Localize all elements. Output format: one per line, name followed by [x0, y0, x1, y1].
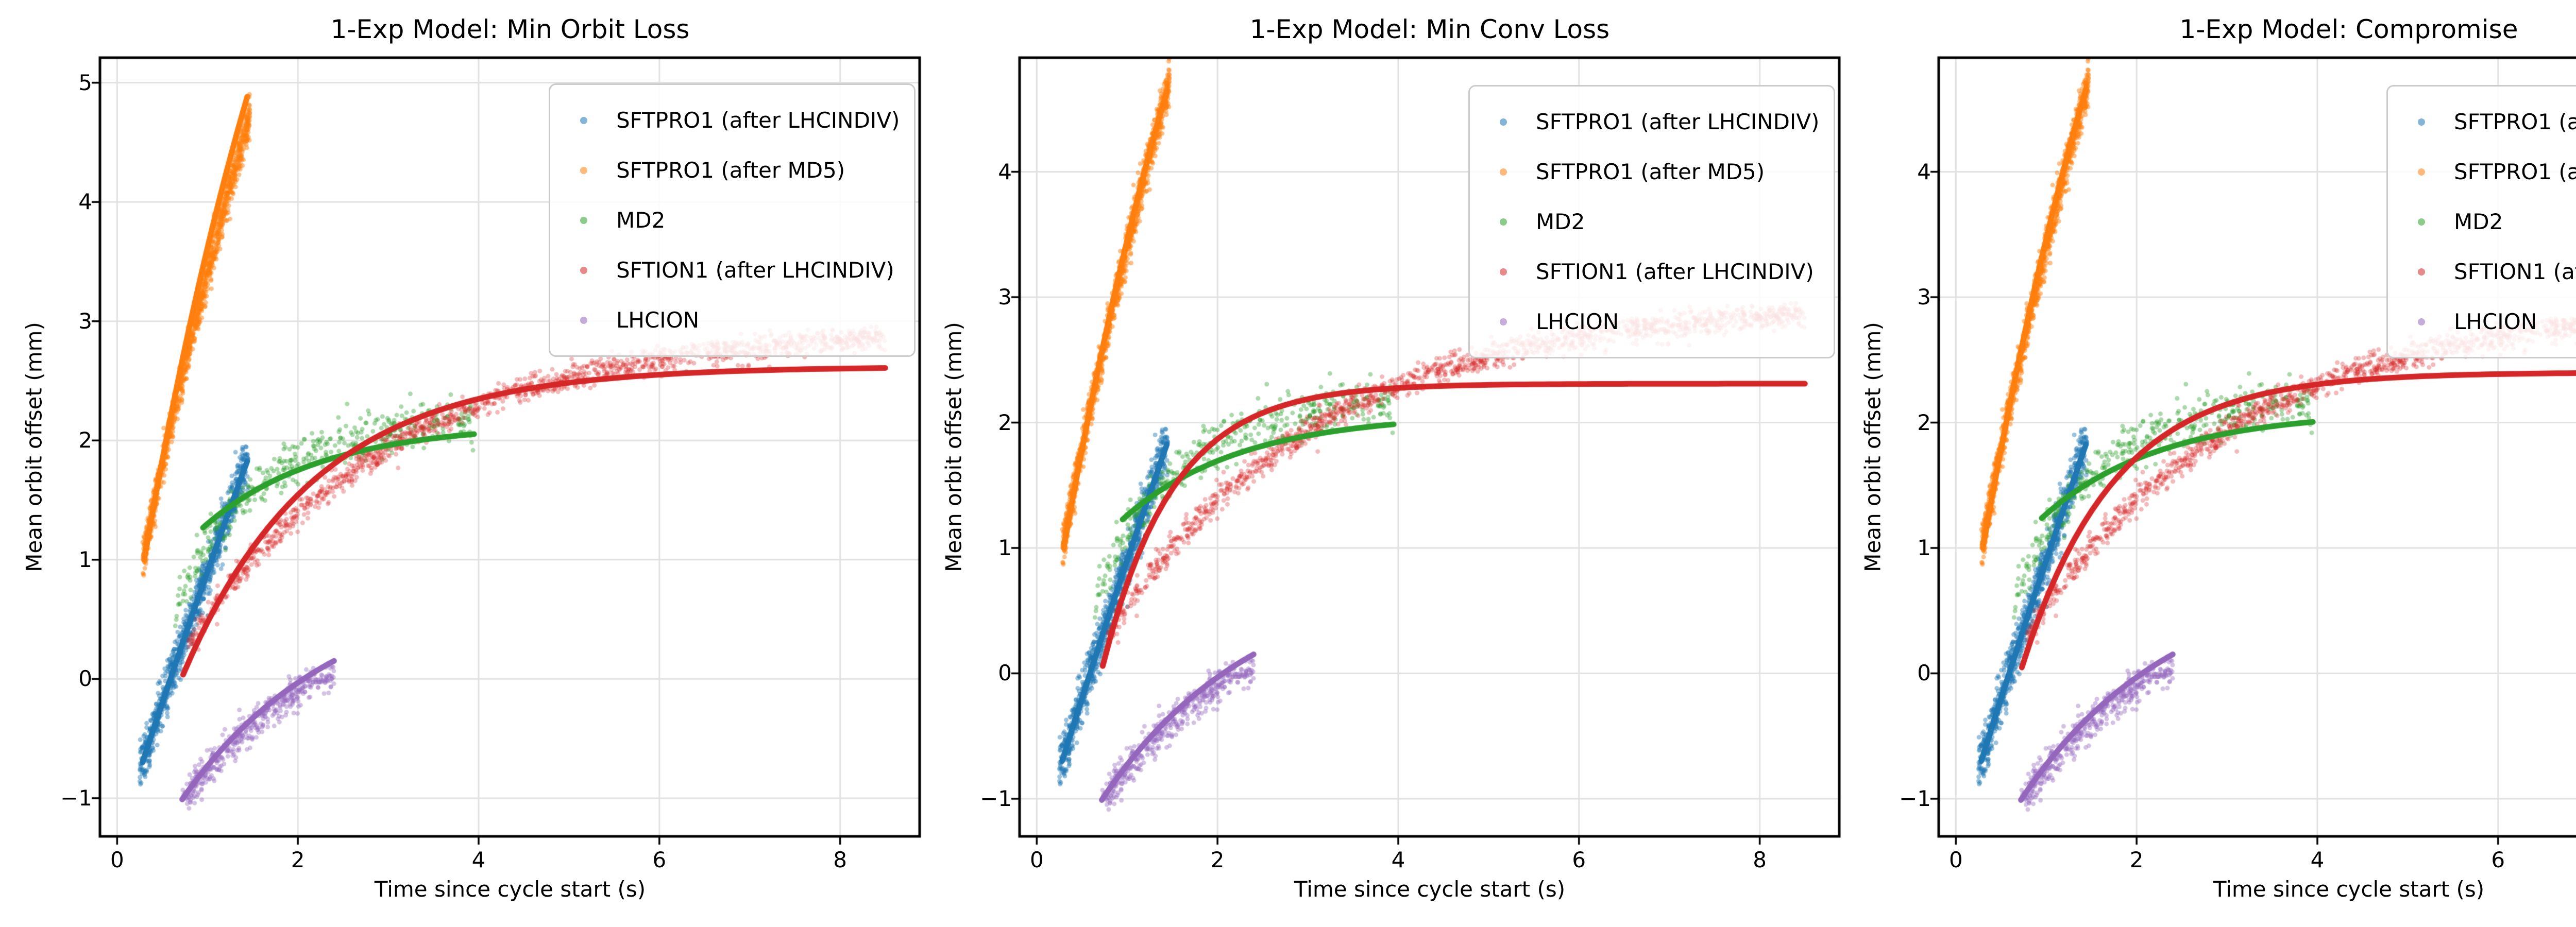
y-tick-label: −1 [60, 785, 92, 811]
legend-item: LHCION [1470, 297, 1821, 347]
x-tick-label: 2 [291, 847, 305, 872]
y-tick-label: 2 [78, 427, 92, 453]
y-tick-label: 0 [78, 666, 92, 692]
legend-label: SFTPRO1 (after MD5) [2454, 159, 2576, 184]
legend-item: SFTPRO1 (after MD5) [1470, 147, 1821, 197]
x-tick-label: 8 [833, 847, 847, 872]
legend-marker-icon [1500, 318, 1507, 325]
legend-item: LHCION [2388, 297, 2576, 347]
subplot1-legend: SFTPRO1 (after LHCINDIV) SFTPRO1 (after M… [549, 83, 916, 357]
y-tick-label: 4 [78, 189, 92, 215]
legend-marker-icon [1500, 168, 1507, 176]
legend-label: SFTPRO1 (after MD5) [1536, 159, 1765, 184]
legend-item: SFTION1 (after LHCINDIV) [1470, 247, 1821, 297]
x-tick-label: 0 [110, 847, 124, 872]
x-tick-label: 6 [2491, 847, 2505, 872]
x-tick-label: 4 [471, 847, 486, 872]
legend-marker-icon [1500, 268, 1507, 276]
legend-label: SFTPRO1 (after LHCINDIV) [1536, 109, 1820, 134]
legend-marker-icon [580, 166, 587, 174]
legend-marker-icon [580, 316, 587, 324]
y-tick-label: 0 [1917, 660, 1931, 686]
legend-marker-icon [2418, 168, 2425, 176]
x-tick-label: 6 [1572, 847, 1586, 872]
legend-marker-icon [2418, 318, 2425, 325]
legend-item: MD2 [550, 195, 902, 245]
legend-label: SFTION1 (after LHCINDIV) [2454, 259, 2576, 284]
legend-marker-icon [1500, 118, 1507, 126]
legend-label: MD2 [2454, 209, 2503, 234]
y-tick-label: −1 [980, 785, 1012, 811]
y-tick-label: 1 [78, 546, 92, 572]
legend-marker-icon [580, 216, 587, 224]
y-tick-label: 2 [1917, 409, 1931, 435]
legend-marker-icon [1500, 218, 1507, 226]
legend-label: SFTPRO1 (after LHCINDIV) [616, 108, 900, 133]
legend-label: MD2 [616, 208, 666, 233]
legend-item: SFTPRO1 (after LHCINDIV) [550, 95, 902, 145]
x-tick-label: 4 [1391, 847, 1405, 872]
x-tick-label: 2 [1210, 847, 1225, 872]
subplot2-xlabel: Time since cycle start (s) [1294, 877, 1566, 902]
legend-item: SFTION1 (after LHCINDIV) [2388, 247, 2576, 297]
y-tick-label: 3 [998, 284, 1012, 310]
legend-marker-icon [2418, 268, 2425, 276]
legend-label: SFTPRO1 (after MD5) [616, 158, 845, 183]
y-tick-label: 5 [78, 70, 92, 95]
legend-marker-icon [2418, 118, 2425, 126]
x-tick-label: 0 [1948, 847, 1963, 872]
legend-item: SFTPRO1 (after LHCINDIV) [1470, 97, 1821, 147]
legend-label: SFTION1 (after LHCINDIV) [616, 258, 894, 283]
y-tick-label: 1 [998, 535, 1012, 560]
y-tick-label: 3 [1917, 284, 1931, 310]
legend-label: LHCION [2454, 309, 2537, 334]
legend-label: MD2 [1536, 209, 1585, 234]
legend-item: LHCION [550, 295, 902, 345]
y-tick-label: 4 [1917, 159, 1931, 184]
legend-label: LHCION [1536, 309, 1619, 334]
legend-item: SFTPRO1 (after MD5) [550, 145, 902, 195]
x-tick-label: 4 [2310, 847, 2325, 872]
y-tick-label: 3 [78, 308, 92, 334]
y-tick-label: −1 [1899, 785, 1931, 811]
subplot3-title: 1-Exp Model: Compromise [2179, 14, 2518, 44]
subplot1-title: 1-Exp Model: Min Orbit Loss [330, 14, 690, 44]
legend-item: SFTPRO1 (after LHCINDIV) [2388, 97, 2576, 147]
y-tick-label: 1 [1917, 535, 1931, 560]
legend-item: SFTPRO1 (after MD5) [2388, 147, 2576, 197]
legend-label: SFTPRO1 (after LHCINDIV) [2454, 109, 2576, 134]
subplot1-xlabel: Time since cycle start (s) [374, 877, 646, 902]
legend-item: MD2 [2388, 197, 2576, 247]
legend-item: MD2 [1470, 197, 1821, 247]
legend-label: LHCION [616, 307, 700, 333]
x-tick-label: 0 [1029, 847, 1044, 872]
y-tick-label: 0 [998, 660, 1012, 686]
legend-label: SFTION1 (after LHCINDIV) [1536, 259, 1814, 284]
x-tick-label: 2 [2129, 847, 2144, 872]
subplot3-xlabel: Time since cycle start (s) [2213, 877, 2485, 902]
subplot2-legend: SFTPRO1 (after LHCINDIV) SFTPRO1 (after M… [1468, 85, 1835, 358]
subplot2-title: 1-Exp Model: Min Conv Loss [1249, 14, 1610, 44]
legend-marker-icon [2418, 218, 2425, 226]
subplot3-legend: SFTPRO1 (after LHCINDIV) SFTPRO1 (after M… [2386, 85, 2576, 358]
legend-item: SFTION1 (after LHCINDIV) [550, 245, 902, 295]
y-tick-label: 2 [998, 409, 1012, 435]
legend-marker-icon [580, 266, 587, 274]
x-tick-label: 6 [652, 847, 667, 872]
legend-marker-icon [580, 116, 587, 124]
x-tick-label: 8 [1753, 847, 1767, 872]
y-tick-label: 4 [998, 159, 1012, 184]
